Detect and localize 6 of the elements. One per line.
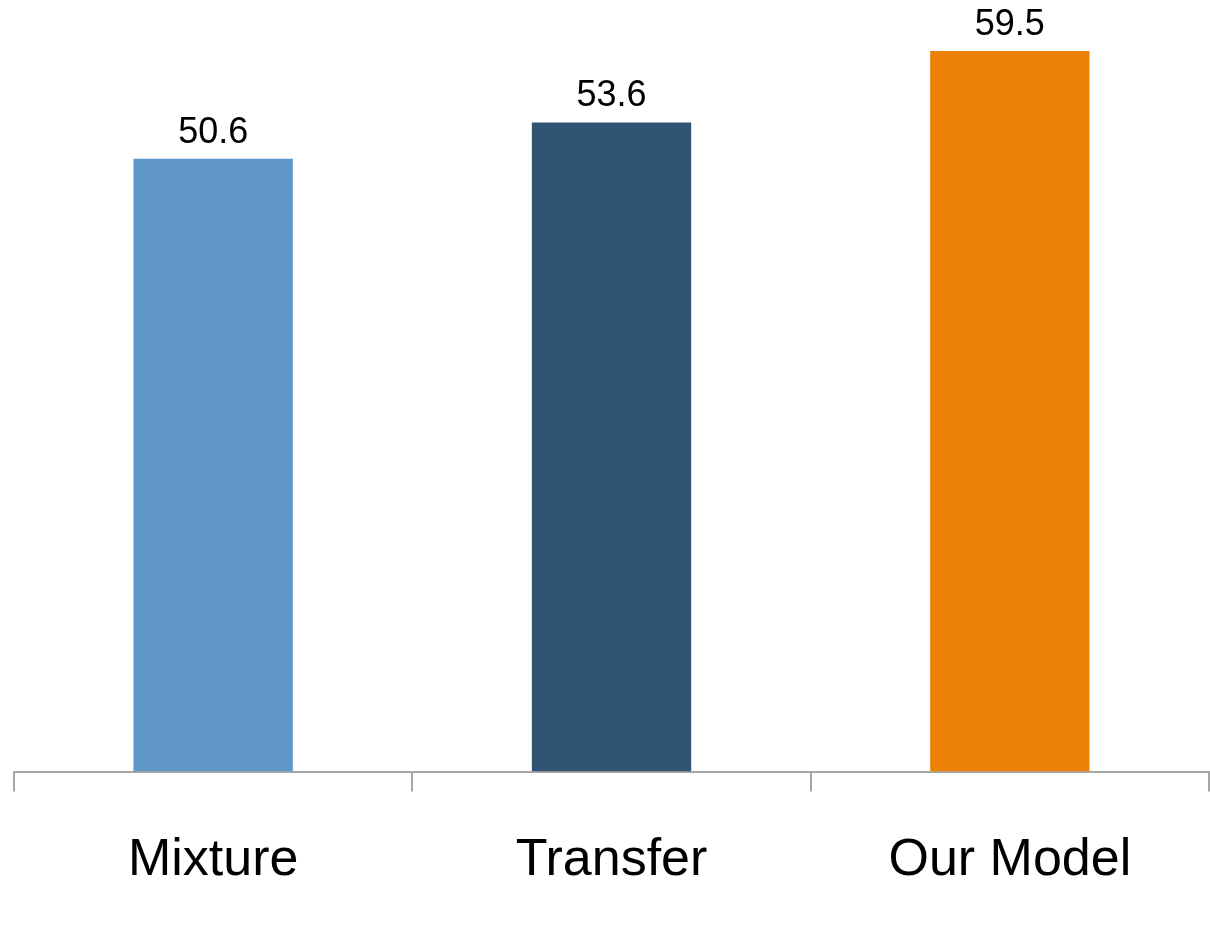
data-label: 53.6 bbox=[576, 73, 647, 115]
x-tick-label: Our Model bbox=[888, 828, 1132, 887]
x-tick-label: Transfer bbox=[515, 828, 708, 887]
data-label: 59.5 bbox=[974, 1, 1045, 43]
data-label: 50.6 bbox=[178, 109, 249, 151]
x-tick-label: Mixture bbox=[127, 828, 299, 887]
